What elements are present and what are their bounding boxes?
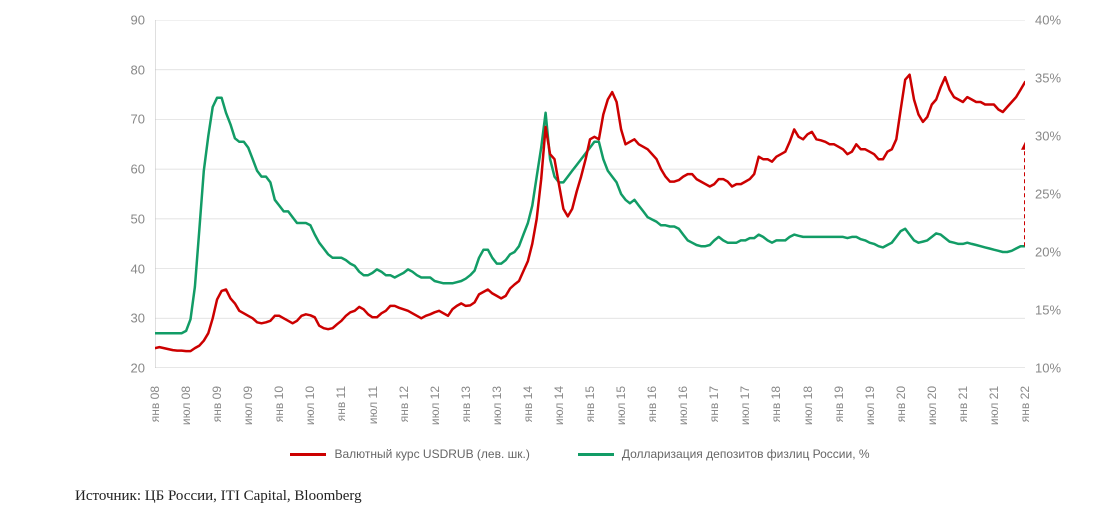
- y-left-tick-label: 60: [131, 162, 145, 177]
- y-left-tick-label: 40: [131, 261, 145, 276]
- legend-item-dollarization: Долларизация депозитов физлиц России, %: [578, 447, 870, 461]
- legend-label-usdrub: Валютный курс USDRUB (лев. шк.): [334, 447, 529, 461]
- x-tick-label: янв 12: [397, 386, 411, 422]
- x-tick-label: янв 21: [956, 386, 970, 422]
- x-tick-label: июл 19: [863, 386, 877, 425]
- y-right-tick-label: 40%: [1035, 13, 1061, 28]
- source-footer: Источник: ЦБ России, ITI Capital, Bloomb…: [75, 488, 362, 505]
- legend-swatch-dollarization: [578, 453, 614, 456]
- y-right-tick-label: 20%: [1035, 245, 1061, 260]
- y-right-tick-label: 10%: [1035, 361, 1061, 376]
- projection-arrow-head: [1021, 142, 1025, 150]
- x-tick-label: июл 17: [738, 386, 752, 425]
- y-left-tick-label: 90: [131, 13, 145, 28]
- x-tick-label: июл 10: [303, 386, 317, 425]
- x-tick-label: янв 18: [769, 386, 783, 422]
- legend: Валютный курс USDRUB (лев. шк.) Доллариз…: [200, 447, 960, 461]
- y-left-tick-label: 50: [131, 211, 145, 226]
- x-tick-label: янв 20: [894, 386, 908, 422]
- y-left-tick-label: 70: [131, 112, 145, 127]
- x-tick-label: янв 09: [210, 386, 224, 422]
- legend-item-usdrub: Валютный курс USDRUB (лев. шк.): [290, 447, 529, 461]
- x-tick-label: янв 22: [1018, 386, 1032, 422]
- y-right-tick-label: 25%: [1035, 187, 1061, 202]
- x-tick-label: янв 19: [832, 386, 846, 422]
- x-tick-label: июл 20: [925, 386, 939, 425]
- x-tick-label: янв 16: [645, 386, 659, 422]
- series-dollarization: [155, 98, 1025, 334]
- x-tick-label: июл 09: [241, 386, 255, 425]
- x-tick-label: июл 12: [428, 386, 442, 425]
- chart-area: 203040506070809010%15%20%25%30%35%40%янв…: [155, 20, 1025, 368]
- y-left-tick-label: 30: [131, 311, 145, 326]
- y-left-tick-label: 20: [131, 361, 145, 376]
- x-tick-label: янв 11: [334, 386, 348, 421]
- y-right-tick-label: 35%: [1035, 71, 1061, 86]
- x-tick-label: июл 14: [552, 386, 566, 425]
- x-tick-label: янв 17: [707, 386, 721, 422]
- plot-svg: [155, 20, 1025, 368]
- x-tick-label: янв 08: [148, 386, 162, 422]
- y-right-tick-label: 15%: [1035, 303, 1061, 318]
- legend-swatch-usdrub: [290, 453, 326, 456]
- x-tick-label: июл 13: [490, 386, 504, 425]
- x-tick-label: янв 15: [583, 386, 597, 422]
- x-tick-label: янв 14: [521, 386, 535, 422]
- x-tick-label: июл 11: [366, 386, 380, 424]
- x-tick-label: июл 18: [801, 386, 815, 425]
- x-tick-label: янв 10: [272, 386, 286, 422]
- x-tick-label: июл 16: [676, 386, 690, 425]
- x-tick-label: июл 08: [179, 386, 193, 425]
- y-right-tick-label: 30%: [1035, 129, 1061, 144]
- x-tick-label: янв 13: [459, 386, 473, 422]
- legend-label-dollarization: Долларизация депозитов физлиц России, %: [622, 447, 870, 461]
- y-left-tick-label: 80: [131, 62, 145, 77]
- x-tick-label: июл 21: [987, 386, 1001, 425]
- chart-page: { "layout": { "page_w": 1097, "page_h": …: [0, 0, 1097, 521]
- series-usdrub: [155, 75, 1025, 351]
- x-tick-label: июл 15: [614, 386, 628, 425]
